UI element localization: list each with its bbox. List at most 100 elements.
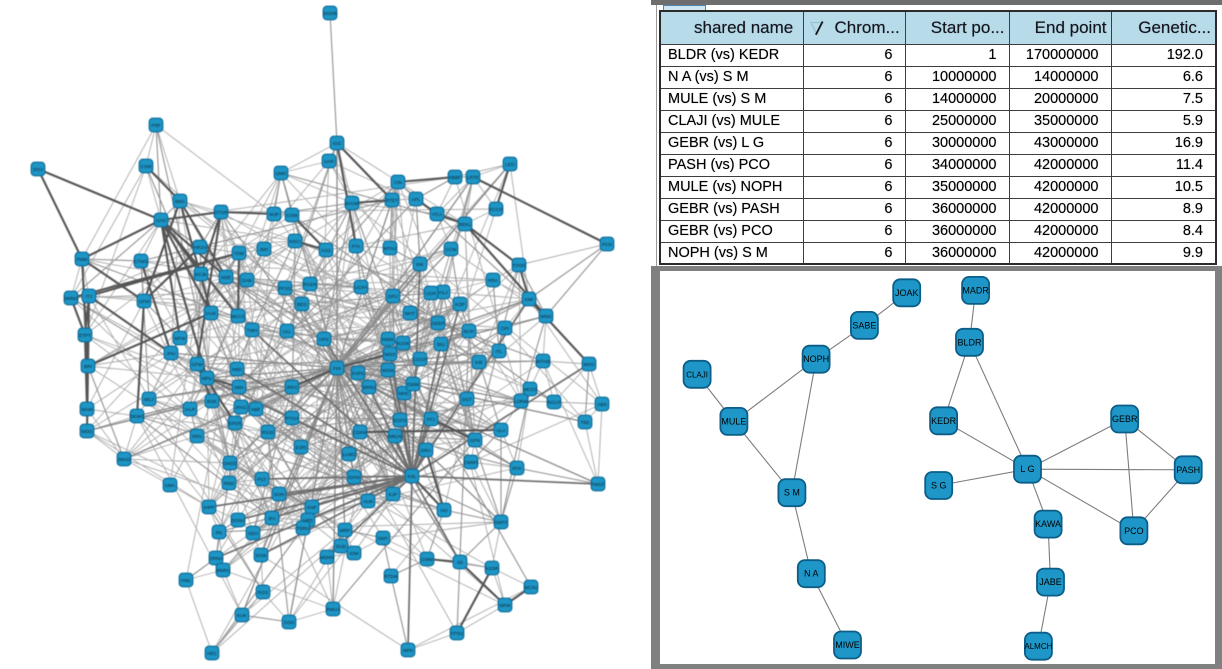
- svg-text:IHE: IHE: [475, 360, 483, 365]
- svg-text:HWL: HWL: [181, 578, 192, 583]
- svg-text:APL: APL: [412, 197, 421, 202]
- svg-text:OPI: OPI: [501, 326, 509, 331]
- svg-text:MFW: MFW: [175, 336, 187, 341]
- svg-text:GMTF: GMTF: [494, 520, 507, 525]
- svg-text:WAM: WAM: [81, 407, 92, 412]
- svg-text:FRP: FRP: [151, 123, 160, 128]
- svg-text:FHI: FHI: [333, 366, 340, 371]
- svg-text:PCF: PCF: [257, 477, 266, 482]
- svg-text:MDNN: MDNN: [320, 555, 334, 560]
- svg-text:SABE: SABE: [852, 320, 876, 330]
- svg-text:RTK: RTK: [512, 466, 522, 471]
- svg-text:TDM: TDM: [234, 251, 244, 256]
- svg-text:MRP: MRP: [340, 528, 350, 533]
- svg-text:RSJS: RSJS: [262, 430, 274, 435]
- svg-text:IPAG: IPAG: [236, 405, 247, 410]
- svg-text:HRJA: HRJA: [194, 245, 207, 250]
- svg-text:PCN: PCN: [602, 242, 612, 247]
- svg-text:KEDR: KEDR: [931, 416, 957, 426]
- svg-text:WTAW: WTAW: [536, 359, 551, 364]
- svg-text:DGT: DGT: [462, 397, 472, 402]
- svg-text:BCIF: BCIF: [464, 329, 475, 334]
- svg-text:HBBF: HBBF: [449, 175, 461, 180]
- svg-text:IAUK: IAUK: [206, 311, 218, 316]
- svg-text:TBE: TBE: [581, 420, 590, 425]
- svg-text:JRFC: JRFC: [286, 385, 298, 390]
- svg-text:RGS: RGS: [258, 590, 268, 595]
- svg-text:NBF: NBF: [251, 407, 260, 412]
- svg-text:SOOR: SOOR: [323, 11, 337, 16]
- svg-text:WSW: WSW: [382, 368, 394, 373]
- svg-text:DGNU: DGNU: [231, 518, 245, 523]
- svg-text:JMUG: JMUG: [117, 457, 130, 462]
- svg-text:RTDW: RTDW: [384, 574, 398, 579]
- svg-text:COW: COW: [286, 213, 298, 218]
- svg-text:BOK: BOK: [207, 399, 218, 404]
- svg-text:MHT: MHT: [405, 311, 415, 316]
- svg-text:TWH: TWH: [247, 328, 257, 333]
- svg-text:DMT: DMT: [378, 536, 388, 541]
- svg-text:UGR: UGR: [426, 291, 437, 296]
- svg-text:LDRW: LDRW: [514, 399, 528, 404]
- svg-text:IOM: IOM: [350, 551, 359, 556]
- svg-text:UAO: UAO: [156, 218, 166, 223]
- svg-text:GNSD: GNSD: [223, 461, 237, 466]
- svg-text:WDO: WDO: [384, 352, 396, 357]
- svg-text:MADR: MADR: [962, 285, 989, 295]
- svg-text:CLAJI: CLAJI: [686, 370, 708, 379]
- svg-text:ESRI: ESRI: [296, 445, 307, 450]
- svg-text:ITJ: ITJ: [86, 294, 92, 299]
- svg-text:ITL: ITL: [496, 349, 503, 354]
- svg-text:KSL: KSL: [408, 474, 417, 479]
- svg-text:NRLN: NRLN: [389, 434, 402, 439]
- svg-text:IDFM: IDFM: [348, 475, 359, 480]
- svg-text:RGCP: RGCP: [547, 400, 560, 405]
- svg-text:BEKL: BEKL: [459, 222, 471, 227]
- svg-text:SON: SON: [274, 492, 284, 497]
- svg-text:RTET: RTET: [386, 198, 398, 203]
- svg-text:LRTE: LRTE: [467, 175, 479, 180]
- svg-text:HPS: HPS: [319, 337, 328, 342]
- svg-text:EPER: EPER: [229, 421, 242, 426]
- svg-text:BBG: BBG: [175, 199, 185, 204]
- svg-text:N A: N A: [804, 569, 819, 579]
- svg-text:BEG: BEG: [297, 302, 307, 307]
- svg-text:RMS: RMS: [224, 481, 234, 486]
- svg-text:PCJ: PCJ: [433, 212, 442, 217]
- svg-text:RGEN: RGEN: [303, 282, 316, 287]
- svg-text:MCCC: MCCC: [231, 314, 245, 319]
- svg-text:DII: DII: [457, 560, 463, 565]
- svg-text:PASH: PASH: [1176, 465, 1200, 475]
- svg-text:BIU: BIU: [437, 342, 445, 347]
- svg-text:LLMG: LLMG: [343, 452, 356, 457]
- svg-text:KJP: KJP: [389, 492, 397, 497]
- svg-text:CSW: CSW: [141, 164, 152, 169]
- svg-text:FAPS: FAPS: [352, 371, 364, 376]
- svg-text:GFN: GFN: [470, 438, 480, 443]
- svg-text:WNRU: WNRU: [216, 568, 230, 573]
- svg-text:MFM: MFM: [500, 603, 511, 608]
- svg-text:DRA: DRA: [421, 448, 432, 453]
- svg-text:UCPA: UCPA: [355, 285, 368, 290]
- svg-text:IEA: IEA: [268, 516, 276, 521]
- svg-text:GRNA: GRNA: [209, 556, 223, 561]
- svg-text:OTGR: OTGR: [214, 210, 228, 215]
- svg-text:GEH: GEH: [248, 531, 258, 536]
- svg-text:HEC: HEC: [207, 651, 217, 656]
- svg-text:UAR: UAR: [324, 159, 334, 164]
- svg-text:NDE: NDE: [221, 275, 231, 280]
- svg-text:NPN: NPN: [403, 648, 413, 653]
- svg-text:UMO: UMO: [276, 171, 287, 176]
- svg-text:HIJ: HIJ: [441, 508, 448, 513]
- svg-text:AGG: AGG: [321, 248, 332, 253]
- svg-text:RRS: RRS: [192, 434, 202, 439]
- svg-text:MIWE: MIWE: [835, 640, 860, 650]
- svg-text:CDKM: CDKM: [353, 430, 367, 435]
- svg-text:WDG: WDG: [81, 429, 93, 434]
- svg-text:NSCI: NSCI: [290, 239, 301, 244]
- svg-text:ULA: ULA: [497, 428, 507, 433]
- svg-text:KMI: KMI: [525, 297, 533, 302]
- svg-text:DAB: DAB: [242, 278, 251, 283]
- svg-text:KCJK: KCJK: [195, 272, 208, 277]
- svg-text:NOPH: NOPH: [803, 354, 829, 364]
